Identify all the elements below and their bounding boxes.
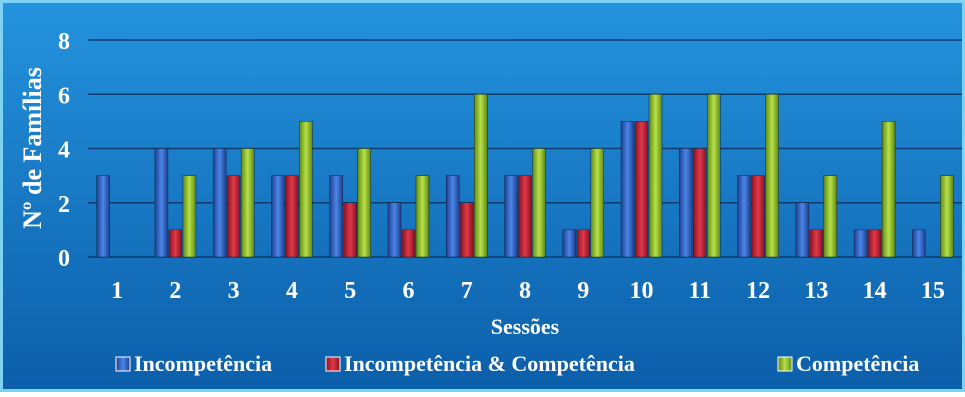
bar-2-cat-10 (634, 121, 649, 258)
bar-2-cat-11 (693, 148, 707, 258)
bar-3-cat-11 (707, 94, 721, 258)
bar-3-cat-15 (940, 175, 954, 258)
y-tick-label: 8 (58, 29, 70, 55)
y-tick-label: 2 (58, 192, 70, 218)
bar-1-cat-4 (271, 175, 285, 258)
bar-3-cat-6 (415, 175, 430, 258)
bar-3-cat-13 (823, 175, 838, 258)
x-tick-label: 7 (461, 278, 473, 304)
x-axis-title: Sessões (491, 314, 560, 339)
bar-1-cat-12 (737, 175, 751, 258)
bar-3-cat-10 (648, 94, 663, 258)
y-tick-label: 4 (58, 138, 70, 164)
legend: Incompetência Incompetência & Competência… (115, 351, 919, 376)
x-tick-label: 14 (863, 278, 887, 304)
bar-1-cat-3 (212, 148, 227, 258)
bar-1-cat-1 (96, 175, 110, 258)
legend-item-3: Competência (777, 351, 919, 376)
bar-3-cat-2 (182, 175, 197, 258)
x-tick-label: 1 (111, 278, 123, 304)
bar-2-cat-6 (401, 229, 416, 258)
bar-3-cat-7 (473, 94, 488, 258)
legend-label: Competência (796, 351, 919, 376)
bar-2-cat-5 (343, 202, 357, 258)
bar-1-cat-5 (329, 175, 343, 258)
legend-swatch (325, 356, 341, 372)
x-tick-label: 5 (344, 278, 356, 304)
bar-3-cat-12 (765, 94, 779, 258)
bar-2-cat-13 (809, 229, 824, 258)
legend-swatch (115, 356, 131, 372)
bar-3-cat-4 (299, 121, 313, 258)
bar-1-cat-11 (679, 148, 693, 258)
legend-swatch (777, 356, 793, 372)
x-tick-label: 2 (169, 278, 181, 304)
bar-2-cat-4 (285, 175, 299, 258)
bar-2-cat-14 (867, 229, 882, 258)
bar-3-cat-3 (240, 148, 255, 258)
x-tick-label: 4 (286, 278, 298, 304)
bar-1-cat-14 (853, 229, 868, 258)
bar-2-cat-9 (576, 229, 591, 258)
x-tick-label: 3 (228, 278, 240, 304)
bar-3-cat-9 (590, 148, 605, 258)
x-tick-label: 6 (402, 278, 414, 304)
bars-layer (96, 94, 954, 258)
bar-2-cat-3 (226, 175, 241, 258)
x-tick-label: 8 (519, 278, 531, 304)
x-tick-label: 15 (921, 278, 945, 304)
x-tick-label: 10 (630, 278, 654, 304)
bar-2-cat-2 (168, 229, 183, 258)
bar-2-cat-7 (459, 202, 474, 258)
bar-1-cat-10 (620, 121, 635, 258)
bar-1-cat-6 (387, 202, 402, 258)
x-tick-label: 9 (577, 278, 589, 304)
bar-1-cat-8 (504, 175, 518, 258)
x-tick-label: 13 (804, 278, 828, 304)
bar-2-cat-12 (751, 175, 765, 258)
bar-3-cat-8 (532, 148, 546, 258)
legend-label: Incompetência (134, 351, 272, 376)
legend-label: Incompetência & Competência (344, 351, 635, 376)
bar-1-cat-2 (154, 148, 169, 258)
bar-2-cat-8 (518, 175, 532, 258)
y-tick-label: 6 (58, 83, 70, 109)
x-tick-label: 12 (746, 278, 770, 304)
bar-3-cat-5 (357, 148, 371, 258)
bar-1-cat-13 (795, 202, 810, 258)
y-tick-label: 0 (58, 246, 70, 272)
legend-item-1: Incompetência (115, 351, 272, 376)
y-axis-title: Nº de Famílias (18, 67, 47, 229)
legend-item-2: Incompetência & Competência (325, 351, 635, 376)
bar-1-cat-9 (562, 229, 577, 258)
bar-3-cat-14 (881, 121, 896, 258)
x-tick-label: 11 (688, 278, 711, 304)
bar-1-cat-7 (445, 175, 460, 258)
bar-1-cat-15 (912, 229, 926, 258)
